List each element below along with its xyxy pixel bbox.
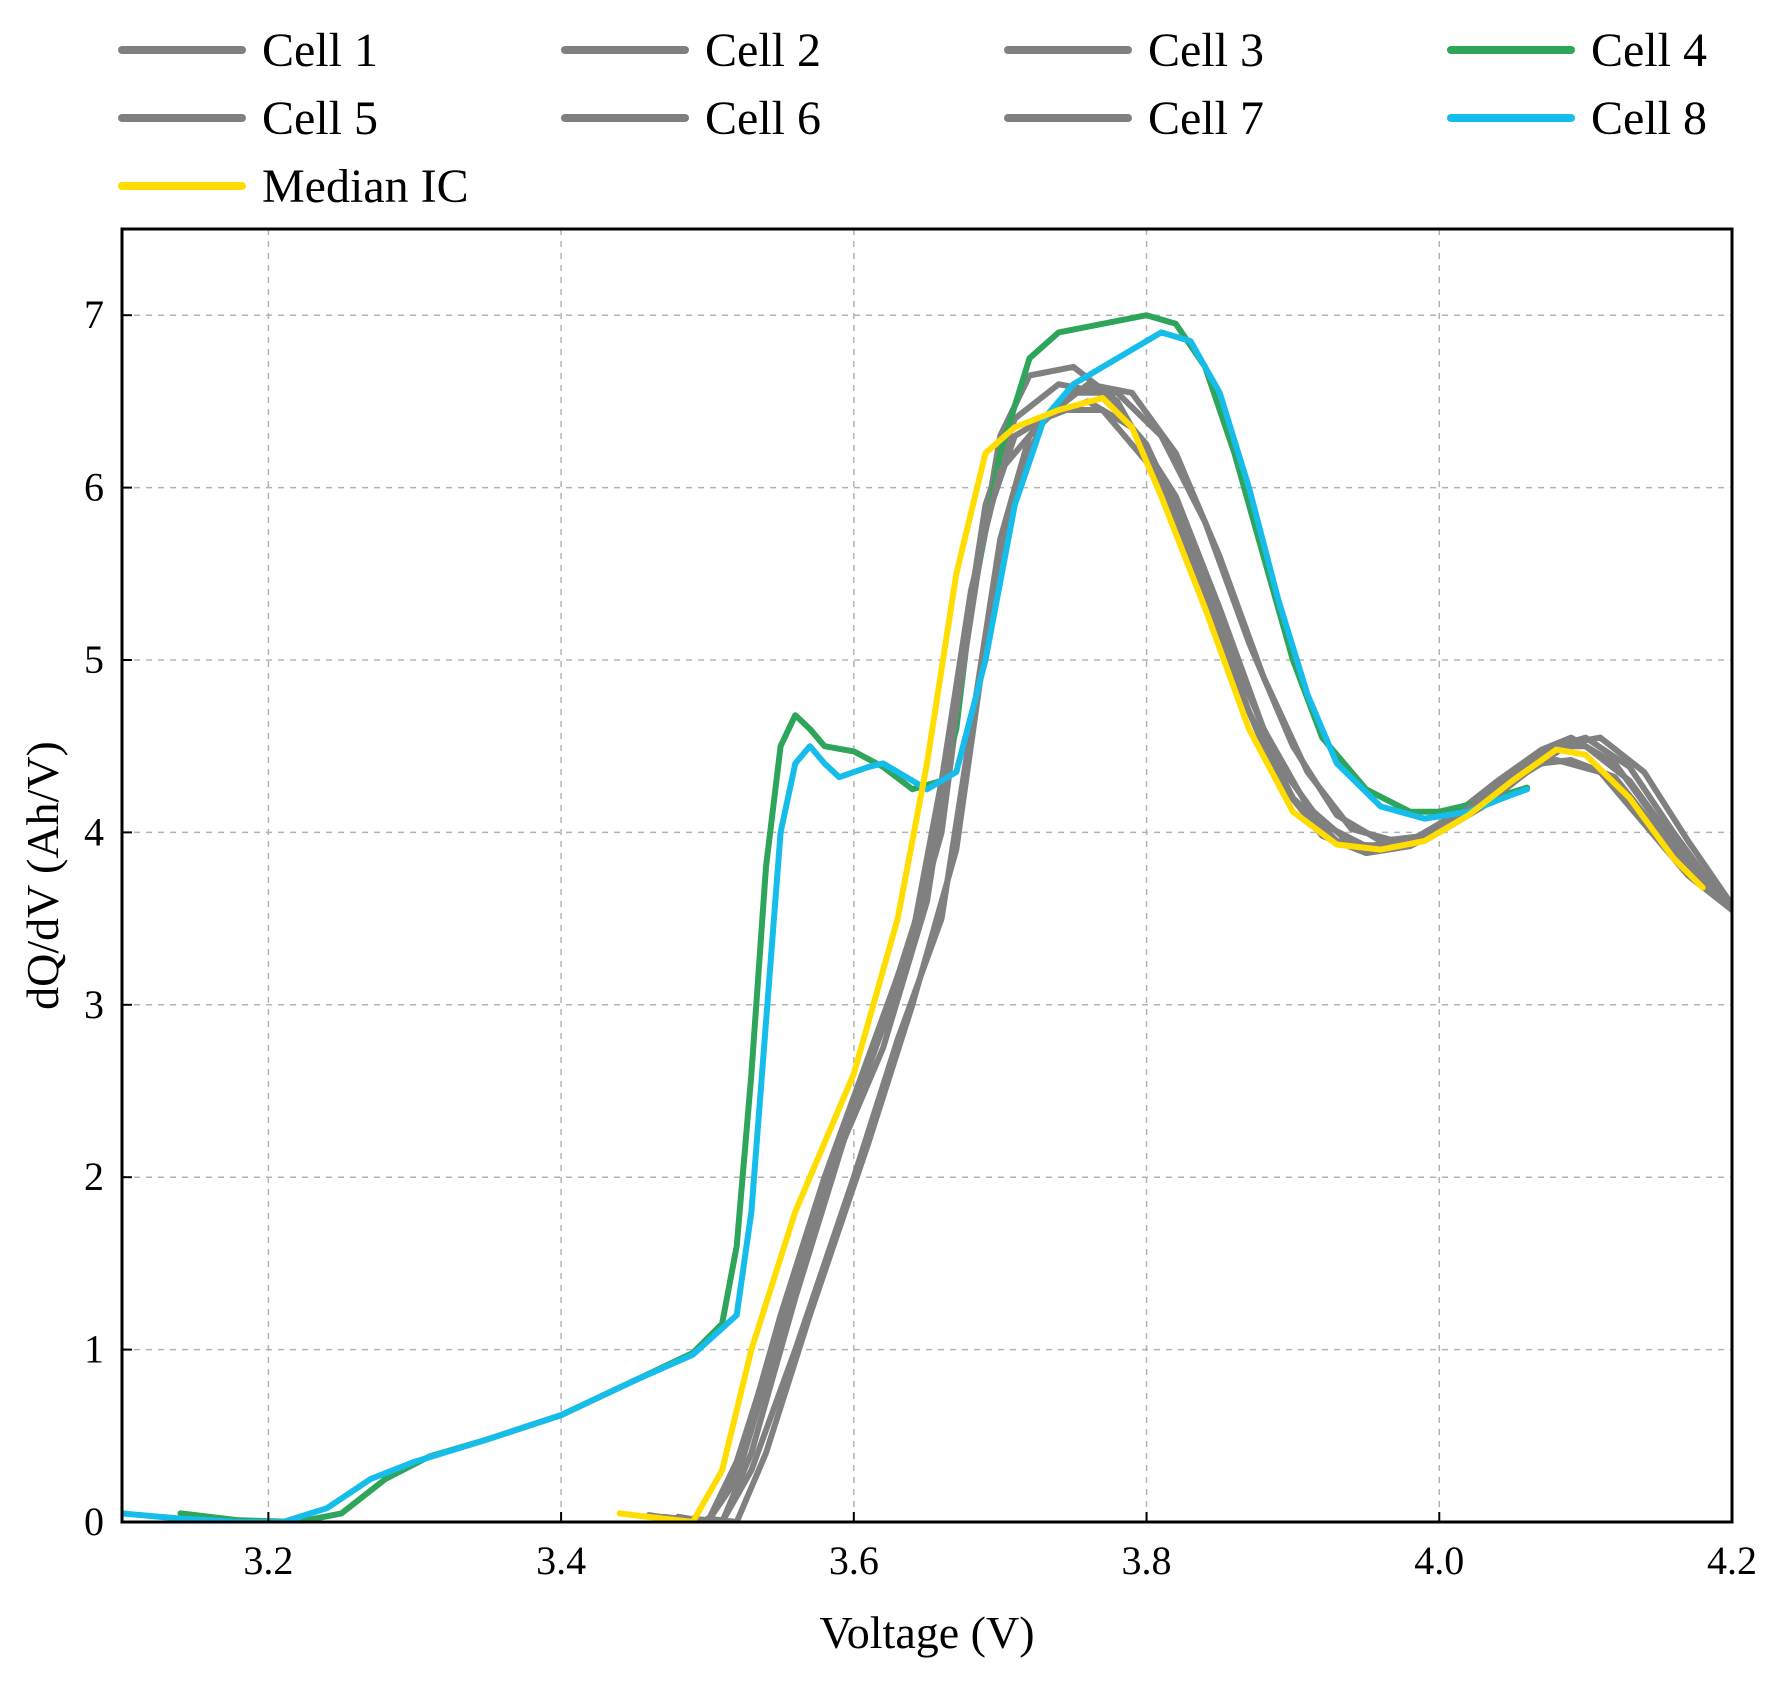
legend-label: Cell 5	[262, 92, 378, 145]
y-tick-label: 4	[84, 809, 104, 854]
x-tick-label: 3.6	[829, 1538, 879, 1583]
legend-label: Median IC	[262, 160, 469, 213]
y-tick-label: 1	[84, 1327, 104, 1372]
grid	[122, 229, 1732, 1522]
legend-item-cell-4: Cell 4	[1447, 24, 1707, 77]
legend-item-cell-5: Cell 5	[118, 92, 378, 145]
y-tick-label: 0	[84, 1499, 104, 1544]
legend-label: Cell 8	[1591, 92, 1707, 145]
y-tick-label: 5	[84, 637, 104, 682]
x-tick-labels: 3.2 3.4 3.6 3.8 4.0 4.2	[243, 1512, 1757, 1583]
legend-item-cell-6: Cell 6	[561, 92, 821, 145]
series-line-cell-6	[704, 381, 1732, 1522]
series-line-cell-8	[122, 329, 1531, 1522]
legend-item-cell-3: Cell 3	[1004, 24, 1264, 77]
y-tick-label: 2	[84, 1154, 104, 1199]
series-line-cell-2	[675, 381, 1732, 1522]
plot-frame	[120, 227, 1734, 1524]
legend-label: Cell 1	[262, 24, 378, 77]
x-tick-label: 4.2	[1707, 1538, 1757, 1583]
legend-label: Cell 4	[1591, 24, 1707, 77]
x-tick-label: 4.0	[1414, 1538, 1464, 1583]
x-axis-title: Voltage (V)	[819, 1607, 1034, 1658]
legend: Cell 1 Cell 2 Cell 3 Cell 4 Cell 5 Cell 6 Cell…	[118, 24, 1707, 213]
y-tick-label: 6	[84, 465, 104, 510]
x-tick-label: 3.8	[1122, 1538, 1172, 1583]
series-line-cell-3	[689, 389, 1732, 1522]
legend-item-median-ic: Median IC	[118, 160, 469, 213]
series-line-cell-7	[675, 407, 1732, 1522]
x-tick-label: 3.4	[536, 1538, 586, 1583]
legend-label: Cell 6	[705, 92, 821, 145]
series-line-median-ic	[616, 395, 1706, 1522]
y-tick-labels: 0 1 2 3 4 5 6 7	[84, 292, 132, 1544]
y-tick-label: 3	[84, 982, 104, 1027]
plot-lines	[122, 312, 1732, 1522]
legend-item-cell-7: Cell 7	[1004, 92, 1264, 145]
legend-item-cell-8: Cell 8	[1447, 92, 1707, 145]
legend-item-cell-1: Cell 1	[118, 24, 378, 77]
x-tick-label: 3.2	[243, 1538, 293, 1583]
y-tick-label: 7	[84, 292, 104, 337]
y-axis-title: dQ/dV (Ah/V)	[17, 741, 68, 1010]
legend-label: Cell 7	[1148, 92, 1264, 145]
legend-label: Cell 3	[1148, 24, 1264, 77]
legend-item-cell-2: Cell 2	[561, 24, 821, 77]
legend-label: Cell 2	[705, 24, 821, 77]
